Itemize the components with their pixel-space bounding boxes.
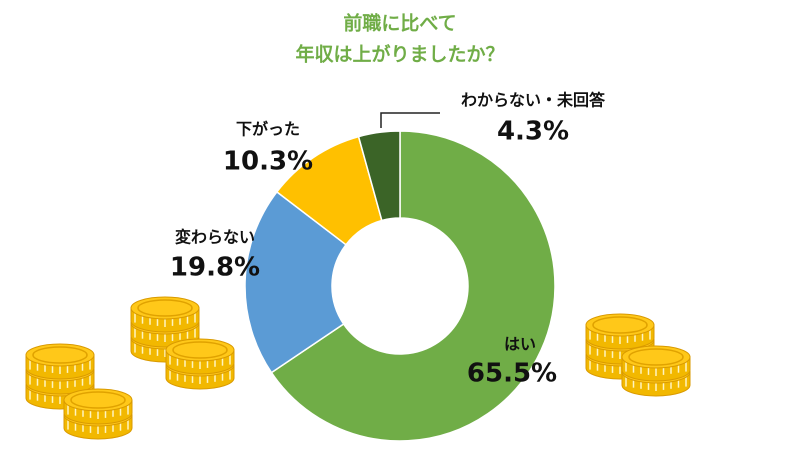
coin (70, 391, 126, 409)
chart-title: 前職に比べて (343, 12, 456, 35)
value-label: 10.3% (223, 147, 313, 177)
donut-slice (244, 190, 348, 374)
category-label: 変わらない (175, 228, 255, 247)
leader-line (380, 112, 440, 128)
value-label: 65.5% (467, 359, 557, 389)
value-label: 4.3% (497, 117, 569, 147)
coin (137, 299, 193, 317)
coin (592, 316, 648, 334)
category-label: わからない・未回答 (461, 91, 606, 110)
donut-slice (357, 130, 401, 222)
coin (172, 341, 228, 359)
category-label: 下がった (236, 120, 300, 139)
category-label: はい (504, 335, 536, 354)
chart-title: 年収は上がりましたか？ (295, 43, 504, 66)
donut-slice (270, 130, 556, 442)
coin (32, 346, 88, 364)
value-label: 19.8% (170, 253, 260, 283)
coin (628, 348, 684, 366)
